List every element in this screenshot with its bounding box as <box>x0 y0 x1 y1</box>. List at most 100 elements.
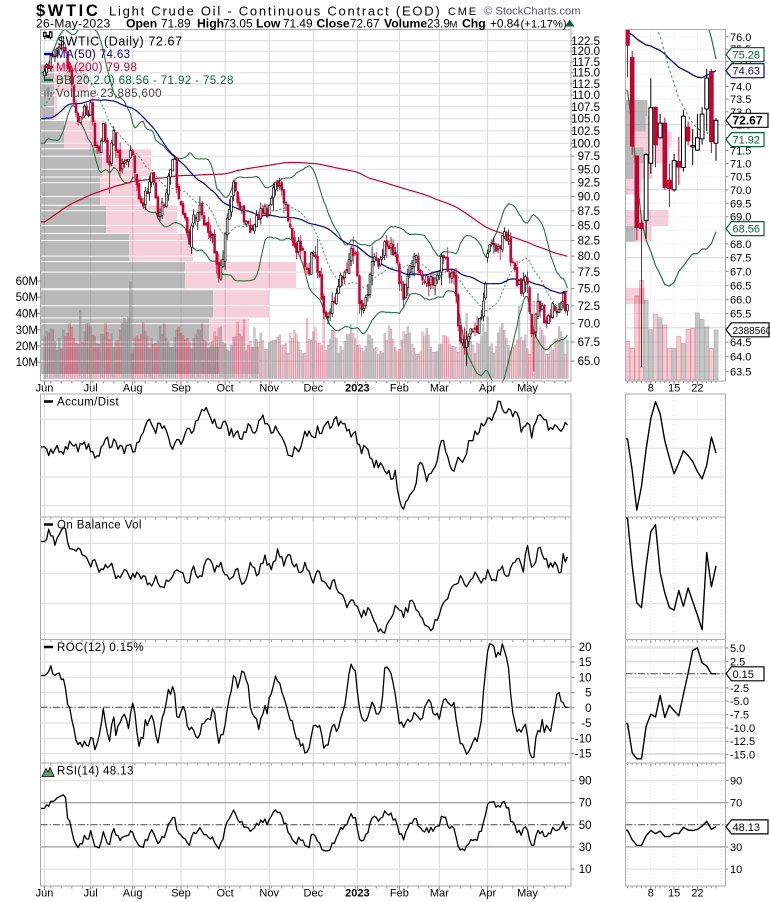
svg-text:MA(200) 79.98: MA(200) 79.98 <box>56 62 137 74</box>
svg-text:90: 90 <box>730 776 742 788</box>
svg-text:Accum/Dist: Accum/Dist <box>57 397 120 409</box>
svg-text:60M: 60M <box>16 276 38 288</box>
svg-text:Close: Close <box>317 17 350 31</box>
svg-text:74.0: 74.0 <box>730 82 751 94</box>
svg-text:40M: 40M <box>16 309 38 321</box>
svg-text:Open: Open <box>126 17 157 31</box>
svg-text:Aug: Aug <box>123 383 143 395</box>
svg-text:120.0: 120.0 <box>571 46 600 58</box>
svg-text:70.5: 70.5 <box>730 172 751 184</box>
svg-text:71.0: 71.0 <box>730 159 751 171</box>
svg-text:Volume 23,885,600: Volume 23,885,600 <box>56 88 162 100</box>
svg-text:65.0: 65.0 <box>578 356 600 368</box>
svg-text:Oct: Oct <box>217 383 234 395</box>
svg-text:Sep: Sep <box>171 888 191 900</box>
svg-text:64.5: 64.5 <box>730 337 751 349</box>
svg-text:70.0: 70.0 <box>730 185 751 197</box>
svg-text:10: 10 <box>579 672 592 684</box>
svg-text:67.5: 67.5 <box>730 253 751 265</box>
svg-text:© StockCharts.com: © StockCharts.com <box>484 6 581 18</box>
svg-text:BB(20,2.0) 68.56 - 71.92 - 75.: BB(20,2.0) 68.56 - 71.92 - 75.28 <box>56 75 234 87</box>
svg-text:+0.84: +0.84 <box>490 17 520 31</box>
svg-text:Dec: Dec <box>304 888 324 900</box>
svg-text:85.0: 85.0 <box>578 221 600 233</box>
svg-text:-12.5: -12.5 <box>730 736 755 748</box>
svg-text:May: May <box>517 888 538 900</box>
svg-text:8: 8 <box>648 383 654 395</box>
svg-text:-15.0: -15.0 <box>730 750 755 762</box>
svg-text:(+1.17%): (+1.17%) <box>521 19 567 31</box>
svg-text:Jul: Jul <box>84 383 98 395</box>
svg-text:102.5: 102.5 <box>571 126 600 138</box>
svg-text:75.28: 75.28 <box>733 50 761 62</box>
svg-text:8: 8 <box>648 888 654 900</box>
svg-text:50M: 50M <box>16 292 38 304</box>
svg-text:Chg: Chg <box>462 17 486 31</box>
svg-text:Oct: Oct <box>217 888 234 900</box>
svg-text:82.5: 82.5 <box>578 236 600 248</box>
svg-text:10M: 10M <box>16 357 38 369</box>
svg-text:23.9: 23.9 <box>427 17 450 31</box>
svg-text:71.92: 71.92 <box>733 135 761 147</box>
svg-text:20M: 20M <box>16 341 38 353</box>
svg-text:122.5: 122.5 <box>571 36 600 48</box>
svg-text:15: 15 <box>668 383 680 395</box>
svg-text:Volume: Volume <box>384 17 427 31</box>
svg-text:22: 22 <box>691 383 703 395</box>
svg-text:63.5: 63.5 <box>730 366 751 378</box>
svg-text:CME: CME <box>448 6 478 18</box>
svg-text:69.5: 69.5 <box>730 198 751 210</box>
svg-text:15: 15 <box>668 888 680 900</box>
svg-text:ROC(12) 0.15%: ROC(12) 0.15% <box>57 642 144 654</box>
svg-text:May: May <box>517 383 538 395</box>
svg-text:2023: 2023 <box>345 383 369 395</box>
svg-text:20: 20 <box>579 642 592 654</box>
svg-text:72.5: 72.5 <box>578 301 600 313</box>
svg-text:Light Crude Oil - Continuous C: Light Crude Oil - Continuous Contract (E… <box>109 4 441 19</box>
svg-text:26-May-2023: 26-May-2023 <box>36 17 111 31</box>
svg-text:Jun: Jun <box>36 383 54 395</box>
svg-text:65.5: 65.5 <box>730 309 751 321</box>
svg-text:Nov: Nov <box>259 383 279 395</box>
svg-text:97.5: 97.5 <box>578 151 600 163</box>
svg-text:95.0: 95.0 <box>578 164 600 176</box>
svg-text:-2.5: -2.5 <box>730 683 749 695</box>
svg-text:Feb: Feb <box>390 383 409 395</box>
svg-text:Sep: Sep <box>171 383 191 395</box>
svg-text:RSI(14) 48.13: RSI(14) 48.13 <box>57 766 134 778</box>
svg-text:MA(50) 74.63: MA(50) 74.63 <box>56 49 130 61</box>
svg-text:71.49: 71.49 <box>283 17 313 31</box>
svg-text:2.5: 2.5 <box>730 656 745 668</box>
svg-text:90: 90 <box>579 776 592 788</box>
svg-text:110.0: 110.0 <box>572 90 600 102</box>
svg-text:Jul: Jul <box>84 888 98 900</box>
svg-text:10: 10 <box>730 864 742 876</box>
svg-text:Nov: Nov <box>259 888 279 900</box>
svg-text:75.0: 75.0 <box>578 284 600 296</box>
svg-text:-10: -10 <box>575 733 592 745</box>
svg-text:71.89: 71.89 <box>161 17 191 31</box>
svg-text:107.5: 107.5 <box>571 102 600 114</box>
svg-text:Apr: Apr <box>479 383 496 395</box>
svg-text:70: 70 <box>579 798 592 810</box>
svg-text:90.0: 90.0 <box>578 192 600 204</box>
svg-text:68.56: 68.56 <box>733 224 761 236</box>
svg-text:73.05: 73.05 <box>223 17 253 31</box>
svg-text:0.15: 0.15 <box>733 669 754 681</box>
svg-text:Jun: Jun <box>36 888 54 900</box>
svg-text:22: 22 <box>691 888 703 900</box>
svg-text:67.0: 67.0 <box>730 266 751 278</box>
svg-text:70: 70 <box>730 798 742 810</box>
svg-text:Feb: Feb <box>390 888 409 900</box>
svg-text:105.0: 105.0 <box>571 114 600 126</box>
svg-text:5.0: 5.0 <box>730 643 745 655</box>
svg-text:30: 30 <box>730 842 742 854</box>
svg-text:2023: 2023 <box>345 888 369 900</box>
svg-text:15: 15 <box>579 657 592 669</box>
svg-text:87.5: 87.5 <box>578 206 600 218</box>
svg-text:71.5: 71.5 <box>730 146 751 158</box>
svg-text:-15: -15 <box>575 749 592 761</box>
svg-text:76.0: 76.0 <box>730 32 751 44</box>
svg-text:77.5: 77.5 <box>578 267 600 279</box>
svg-text:Dec: Dec <box>304 383 324 395</box>
